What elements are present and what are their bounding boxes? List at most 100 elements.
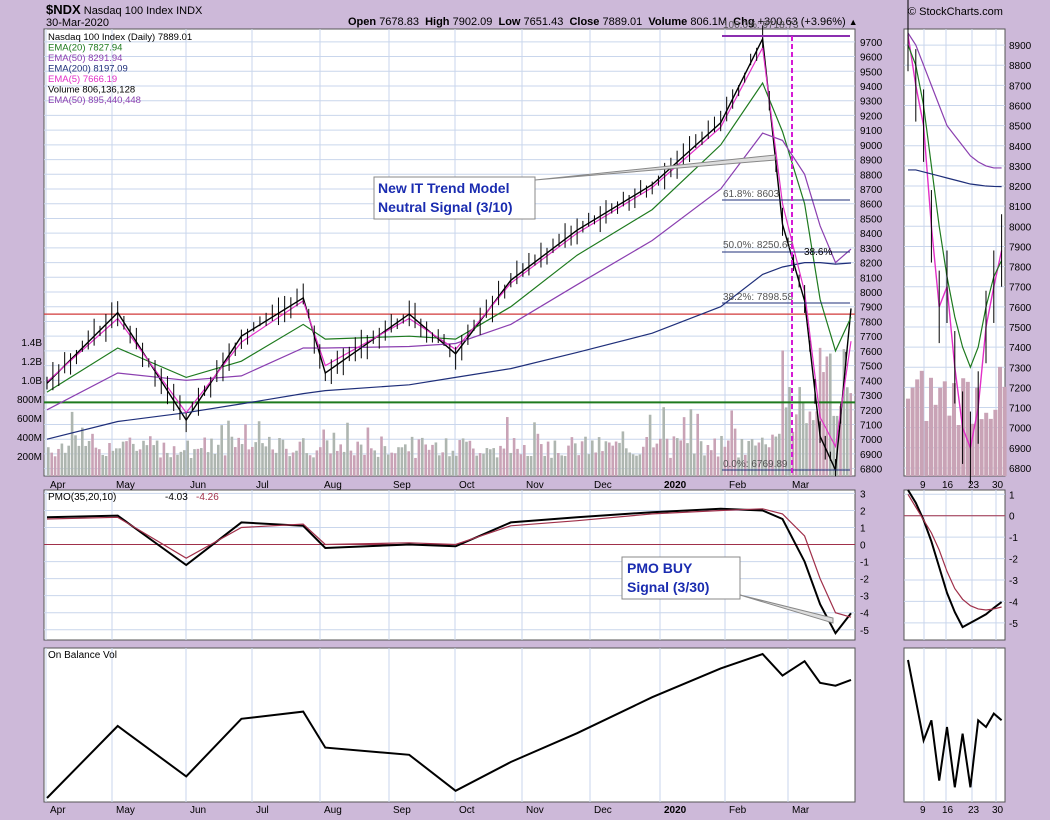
inset-pmo-signal [907,493,1002,611]
price-tick-label: 7500 [860,362,883,373]
volume-bar [237,437,240,476]
pmo-tick-label: -4 [860,609,869,620]
volume-bar [798,387,801,476]
volume-bar [495,457,499,476]
volume-bar [618,442,621,476]
volume-bar [254,442,257,476]
axis-ticks: Apr Apr May May Jun Jun Jul Jul Aug Aug Sep Sep Oct O… [17,38,1032,816]
inset-price-tick: 8500 [1009,122,1032,133]
inset-price-tick: 8200 [1009,182,1032,193]
ohlc-summary: Open 7678.83 High 7902.09 Low 7651.43 Cl… [348,16,858,28]
inset-volume-bar [993,409,998,476]
volume-bar [305,453,308,476]
ema20-line [46,81,852,393]
volume-bar [404,444,407,476]
up-arrow-icon: ▲ [848,17,858,27]
volume-bar [767,447,771,476]
volume-bar [281,439,285,476]
volume-bar [669,457,672,476]
volume-bar [628,452,631,476]
volume-bar [193,449,196,476]
obv-legend: On Balance Vol [48,650,117,661]
volume-bar [359,444,363,476]
volume-bar [47,447,50,476]
price-tick-label: 9300 [860,97,883,108]
volume-bar [594,452,597,476]
volume-bar [550,457,553,476]
volume-bar [818,347,822,476]
price-tick-label: 8400 [860,229,883,240]
volume-bar [461,438,465,476]
x-tick-label-bottom: Dec [594,805,612,816]
pmo-legend-value2: -4.26 [196,492,219,503]
volume-bar [213,453,217,476]
price-tick-label: 7600 [860,347,883,358]
trend-callout-pointer [534,154,776,181]
x-tick-label-bottom: Sep [393,805,411,816]
fib-label: 61.8%: 8603 [723,189,780,200]
price-lines [44,25,855,799]
volume-bar [268,436,271,476]
fib-label: 100.0%: 9718.73 [723,20,799,31]
inset-x-tick: 23 [968,480,980,491]
volume-bar [271,449,274,476]
volume-bar [635,455,638,476]
volume-bar [115,448,118,476]
volume-bar [523,445,526,476]
volume-bar [699,441,703,476]
volume-tick-label: 1.2B [21,357,42,368]
low-value: 7651.43 [523,16,564,28]
inset-volume-bar [952,383,956,476]
volume-bar [319,447,322,476]
volume-bar [336,450,339,476]
inset-price-tick: 7400 [1009,343,1032,354]
volume-bar [118,448,121,476]
low-label: Low [498,16,521,28]
volume-bar [234,447,237,476]
volume-bar [801,402,805,476]
volume-bar [584,436,587,476]
volume-bar [499,445,502,476]
volume-bar [176,454,179,476]
volume-bar [506,417,509,476]
inset-x-tick-bottom: 9 [920,805,926,816]
volume-bar [557,453,560,476]
inset-price-tick: 7900 [1009,242,1032,253]
volume-bar [648,414,652,476]
volume-bar [597,437,601,476]
volume-bar [740,439,744,476]
price-tick-label: 9200 [860,111,883,122]
x-tick-label-bottom: Oct [459,805,475,816]
obv-panel-bg [43,647,856,803]
inset-price-tick: 8800 [1009,61,1032,72]
price-tick-label: 6800 [860,465,883,476]
inset-pmo-tick: -5 [1009,619,1018,630]
volume-bar [604,441,608,476]
inset-price-tick: 6900 [1009,444,1032,455]
price-tick-label: 9600 [860,53,883,64]
inset-x-tick: 9 [920,480,926,491]
price-tick-label: 8500 [860,214,883,225]
volume-bar [468,440,472,476]
volume-bar [825,356,829,476]
volume-bar [397,447,400,476]
volume-bar [186,440,189,476]
legend-entry: EMA(200) 8197.09 [48,64,128,75]
volume-bar [713,438,716,476]
price-tick-label: 7300 [860,391,883,402]
price-tick-label: 9000 [860,141,883,152]
inset-volume-bar [970,423,975,476]
volume-bar [414,457,417,476]
volume-bar [543,455,546,476]
x-tick-label-bottom: Apr [50,805,66,816]
volume-bar [91,433,94,476]
volume-bar [808,411,812,476]
volume-bar [570,437,574,476]
volume-bar [509,452,512,476]
volume-bar [536,433,540,476]
pmo-tick-label: 0 [860,541,866,552]
volume-bar [189,457,193,476]
volume-bar [574,443,577,476]
volume-bar [431,444,434,476]
